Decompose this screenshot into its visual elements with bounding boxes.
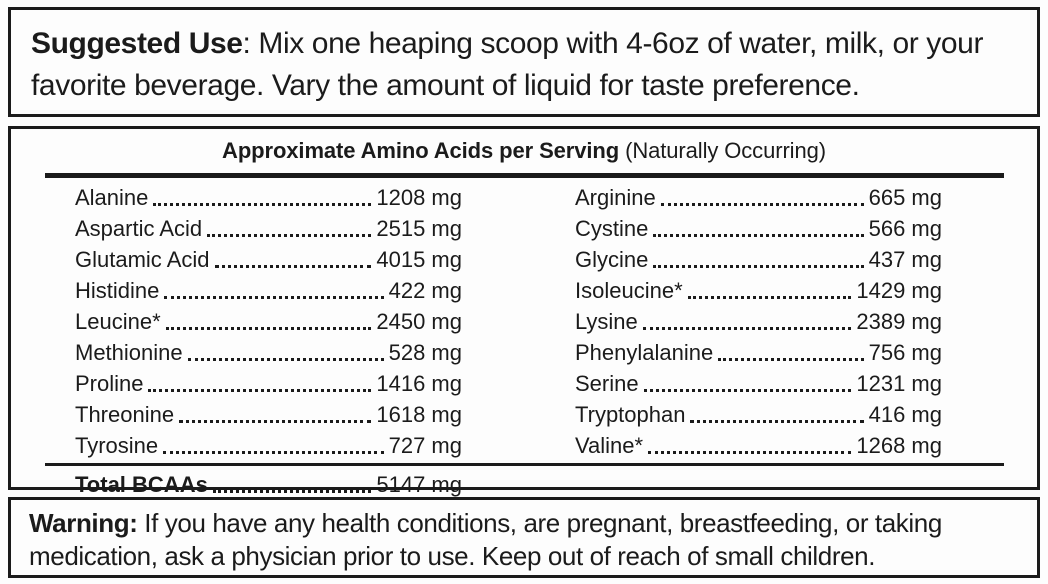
amino-value: 566 mg <box>868 216 942 241</box>
warning-box: Warning: If you have any health conditio… <box>8 497 1040 578</box>
warning-text: If you have any health conditions, are p… <box>29 508 942 571</box>
amino-value: 1416 mg <box>376 371 462 396</box>
amino-value: 1429 mg <box>856 278 942 303</box>
amino-left-column: Alanine 1208 mg Aspartic Acid 2515 mg Glut… <box>75 182 462 461</box>
dot-leader <box>207 213 372 237</box>
amino-row: Cystine 566 mg <box>575 213 942 244</box>
amino-value: 1208 mg <box>376 185 462 210</box>
amino-name: Methionine <box>75 340 183 365</box>
amino-name: Valine* <box>575 433 644 458</box>
amino-name: Serine <box>575 371 639 396</box>
amino-value: 2389 mg <box>856 309 942 334</box>
amino-row: Valine* 1268 mg <box>575 430 942 461</box>
amino-value: 727 mg <box>388 433 462 458</box>
dot-leader <box>214 244 372 268</box>
dot-leader <box>179 399 372 423</box>
amino-acids-box: Approximate Amino Acids per Serving (Nat… <box>8 126 1040 497</box>
dot-leader <box>653 244 864 268</box>
amino-grid: Alanine 1208 mg Aspartic Acid 2515 mg Glut… <box>11 178 1037 461</box>
dot-leader <box>718 337 864 361</box>
amino-table-title: Approximate Amino Acids per Serving (Nat… <box>11 129 1037 164</box>
dot-leader <box>187 337 384 361</box>
amino-row: Lysine 2389 mg <box>575 306 942 337</box>
dot-leader <box>642 306 852 330</box>
amino-name: Glycine <box>575 247 649 272</box>
header-rule <box>45 173 1004 178</box>
amino-name: Aspartic Acid <box>75 216 203 241</box>
dot-leader <box>164 275 384 299</box>
amino-name: Threonine <box>75 402 175 427</box>
warning-text-block: Warning: If you have any health conditio… <box>11 500 1037 573</box>
amino-name: Tyrosine <box>75 433 159 458</box>
amino-value: 422 mg <box>388 278 462 303</box>
amino-name: Proline <box>75 371 144 396</box>
amino-name: Leucine* <box>75 309 161 334</box>
dot-leader <box>643 368 852 392</box>
amino-right-column: Arginine 665 mg Cystine 566 mg Glycine 437 … <box>575 182 942 461</box>
total-rule <box>45 463 1004 466</box>
suggested-use-text-block: Suggested Use: Mix one heaping scoop wit… <box>11 10 1037 107</box>
amino-name: Phenylalanine <box>575 340 714 365</box>
amino-value: 756 mg <box>868 340 942 365</box>
amino-value: 4015 mg <box>376 247 462 272</box>
amino-row: Methionine 528 mg <box>75 337 462 368</box>
amino-name: Arginine <box>575 185 656 210</box>
amino-value: 437 mg <box>868 247 942 272</box>
amino-row: Glycine 437 mg <box>575 244 942 275</box>
amino-row: Phenylalanine 756 mg <box>575 337 942 368</box>
amino-row: Glutamic Acid 4015 mg <box>75 244 462 275</box>
amino-table-title-main: Approximate Amino Acids per Serving <box>222 138 620 163</box>
amino-row: Tryptophan 416 mg <box>575 399 942 430</box>
amino-table-title-note: (Naturally Occurring) <box>619 138 826 163</box>
dot-leader <box>660 182 864 206</box>
dot-leader <box>165 306 372 330</box>
dot-leader <box>653 213 864 237</box>
amino-name: Histidine <box>75 278 160 303</box>
amino-row: Leucine* 2450 mg <box>75 306 462 337</box>
amino-row: Alanine 1208 mg <box>75 182 462 213</box>
amino-value: 2515 mg <box>376 216 462 241</box>
dot-leader <box>163 430 384 454</box>
amino-name: Cystine <box>575 216 649 241</box>
amino-value: 528 mg <box>388 340 462 365</box>
amino-value: 2450 mg <box>376 309 462 334</box>
dot-leader <box>148 368 372 392</box>
amino-row: Serine 1231 mg <box>575 368 942 399</box>
dot-leader <box>690 399 864 423</box>
amino-row: Histidine 422 mg <box>75 275 462 306</box>
amino-row: Arginine 665 mg <box>575 182 942 213</box>
dot-leader <box>648 430 852 454</box>
amino-value: 1268 mg <box>856 433 942 458</box>
amino-row: Tyrosine 727 mg <box>75 430 462 461</box>
amino-value: 416 mg <box>868 402 942 427</box>
amino-name: Isoleucine* <box>575 278 683 303</box>
total-bcaa-row: Total BCAAs 5147 mg <box>75 469 462 500</box>
amino-value: 1618 mg <box>376 402 462 427</box>
suggested-use-label: Suggested Use <box>31 27 243 60</box>
amino-value: 1231 mg <box>856 371 942 396</box>
amino-name: Tryptophan <box>575 402 686 427</box>
amino-row: Proline 1416 mg <box>75 368 462 399</box>
warning-label: Warning: <box>29 508 138 538</box>
amino-row: Threonine 1618 mg <box>75 399 462 430</box>
suggested-use-box: Suggested Use: Mix one heaping scoop wit… <box>8 7 1040 117</box>
amino-row: Aspartic Acid 2515 mg <box>75 213 462 244</box>
dot-leader <box>212 469 372 493</box>
amino-value: 665 mg <box>868 185 942 210</box>
amino-name: Alanine <box>75 185 149 210</box>
total-bcaa-value: 5147 mg <box>376 472 462 497</box>
amino-name: Glutamic Acid <box>75 247 210 272</box>
suggested-use-text: : Mix one heaping scoop with 4-6oz of wa… <box>31 27 984 102</box>
amino-name: Lysine <box>575 309 638 334</box>
dot-leader <box>687 275 852 299</box>
amino-row: Isoleucine* 1429 mg <box>575 275 942 306</box>
total-bcaa-label: Total BCAAs <box>75 472 208 497</box>
dot-leader <box>153 182 372 206</box>
